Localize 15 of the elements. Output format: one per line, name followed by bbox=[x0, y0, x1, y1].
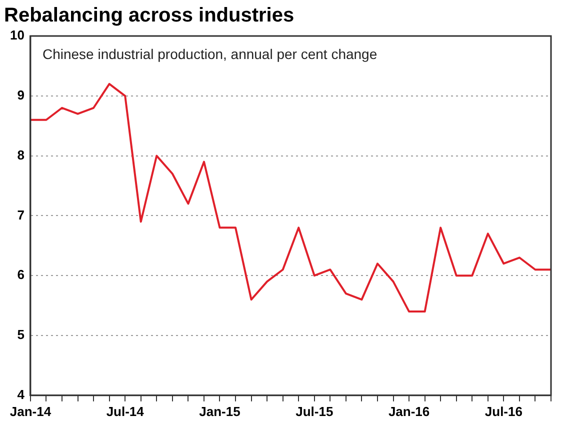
x-tick-label: Jul-16 bbox=[484, 404, 522, 419]
x-tick-label: Jan-15 bbox=[199, 404, 240, 419]
y-tick-label: 10 bbox=[10, 28, 24, 43]
x-tick-label: Jul-14 bbox=[106, 404, 145, 419]
x-tick-label: Jan-16 bbox=[388, 404, 430, 419]
chart-title: Rebalancing across industries bbox=[4, 4, 294, 27]
y-tick-label: 7 bbox=[17, 207, 24, 222]
y-tick-label: 9 bbox=[17, 87, 24, 102]
x-tick-label: Jul-15 bbox=[296, 404, 334, 419]
y-tick-label: 5 bbox=[17, 327, 24, 342]
x-tick-label: Jan-14 bbox=[10, 404, 52, 419]
y-tick-label: 8 bbox=[17, 147, 24, 162]
y-tick-label: 4 bbox=[17, 386, 26, 402]
y-tick-label: 6 bbox=[17, 267, 24, 282]
text: Chinese industrial production, annual per cent change bbox=[42, 46, 378, 62]
